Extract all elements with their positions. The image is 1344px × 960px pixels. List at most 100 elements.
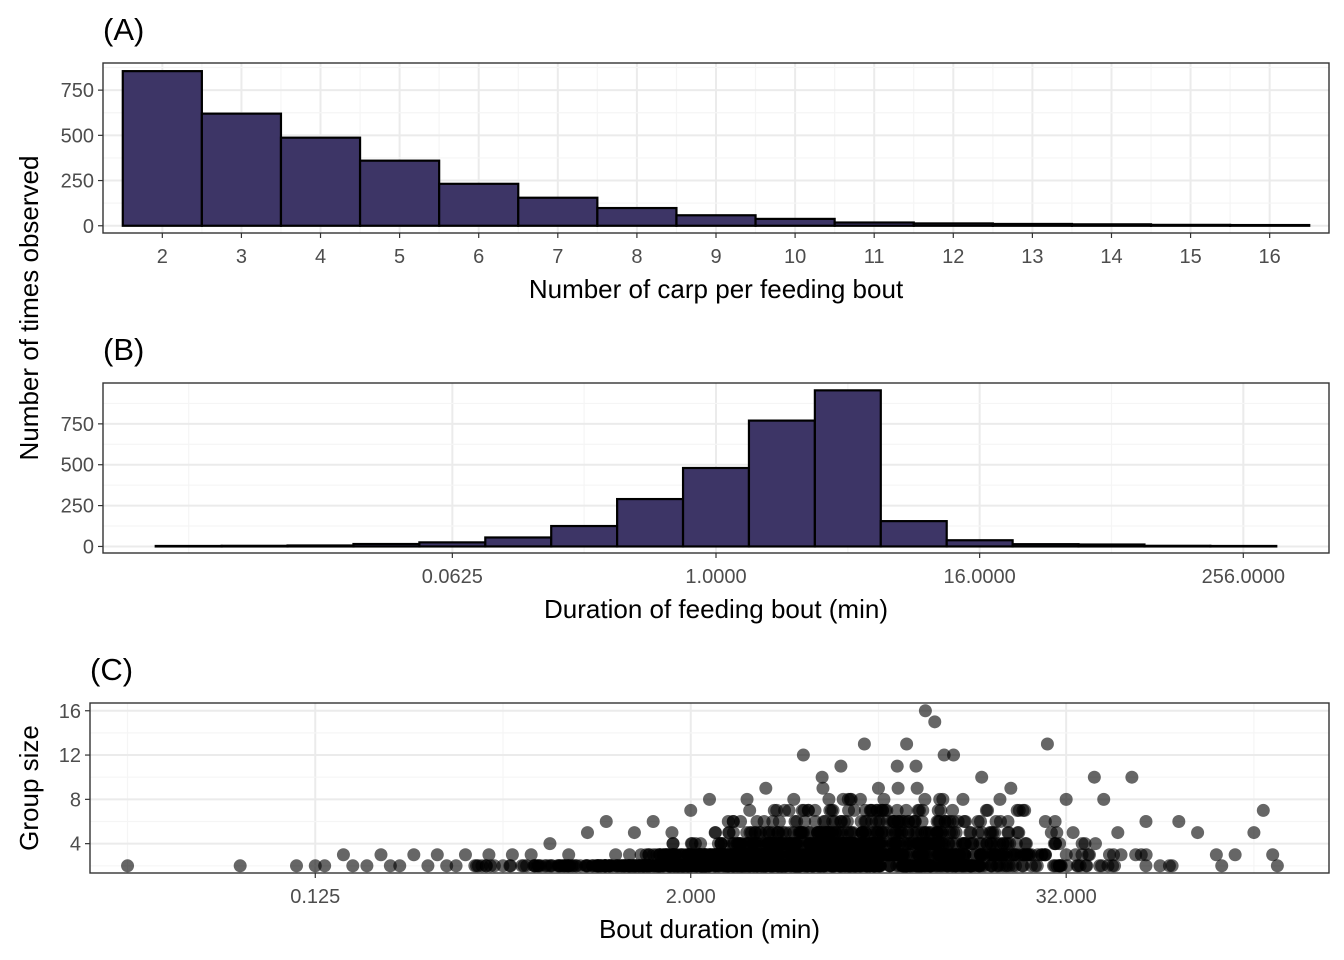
scatter-point xyxy=(825,859,839,873)
panel-background xyxy=(90,703,1329,873)
scatter-point xyxy=(1247,826,1261,840)
scatter-point xyxy=(912,848,926,862)
x-tick-label: 16.0000 xyxy=(944,566,1016,588)
bar xyxy=(1149,223,1232,227)
scatter-point xyxy=(1191,826,1205,840)
scatter-point xyxy=(946,803,960,817)
scatter-point xyxy=(759,781,773,795)
bar xyxy=(616,497,685,548)
scatter-point xyxy=(515,859,529,873)
scatter-point xyxy=(899,803,913,817)
scatter-point xyxy=(1059,848,1073,862)
scatter-point xyxy=(662,859,676,873)
scatter-point xyxy=(674,848,688,862)
scatter-point xyxy=(1040,737,1054,751)
scatter-point xyxy=(743,826,757,840)
bar xyxy=(121,70,203,227)
bar xyxy=(358,159,441,227)
scatter-point xyxy=(703,792,716,806)
scatter-point xyxy=(524,848,538,862)
scatter-point xyxy=(898,859,912,873)
scatter-point xyxy=(679,859,693,873)
bar xyxy=(1143,544,1212,548)
scatter-point xyxy=(930,848,944,862)
scatter-point xyxy=(639,848,653,862)
scatter-point xyxy=(978,859,992,873)
scatter-point xyxy=(1038,815,1052,829)
scatter-point xyxy=(1107,848,1121,862)
scatter-point xyxy=(949,859,963,873)
scatter-point xyxy=(901,826,915,840)
scatter-point xyxy=(779,859,793,873)
bar xyxy=(681,466,751,548)
scatter-point xyxy=(1108,859,1122,873)
bar xyxy=(286,544,355,548)
scatter-point xyxy=(912,803,926,817)
scatter-point xyxy=(937,748,951,762)
scatter-point xyxy=(816,859,830,873)
scatter-point xyxy=(1139,815,1153,829)
scatter-point xyxy=(440,859,454,873)
scatter-point xyxy=(866,859,880,873)
y-tick-label: 250 xyxy=(61,496,94,518)
scatter-point xyxy=(1001,826,1015,840)
x-tick-label: 3 xyxy=(236,246,247,268)
scatter-point xyxy=(393,859,407,873)
scatter-point xyxy=(666,837,680,851)
scatter-point xyxy=(938,815,952,829)
scatter-point xyxy=(496,859,510,873)
scatter-point xyxy=(909,837,923,851)
scatter-point xyxy=(308,859,322,873)
scatter-point xyxy=(1019,837,1033,851)
scatter-point xyxy=(750,837,764,851)
scatter-point xyxy=(505,848,519,862)
y-tick-label: 8 xyxy=(70,789,81,811)
scatter-point xyxy=(580,826,594,840)
scatter-point xyxy=(816,837,830,851)
scatter-point xyxy=(750,815,764,829)
scatter-point xyxy=(360,859,374,873)
panel-tag: (B) xyxy=(103,332,144,367)
scatter-point xyxy=(837,815,851,829)
scatter-point xyxy=(934,826,948,840)
scatter-point xyxy=(336,848,350,862)
y-tick-label: 0 xyxy=(83,216,94,238)
x-tick-label: 15 xyxy=(1179,246,1201,268)
bar xyxy=(484,536,553,548)
scatter-point xyxy=(879,848,893,862)
bar xyxy=(675,214,757,227)
bar xyxy=(991,222,1074,227)
scatter-point xyxy=(646,815,660,829)
x-tick-label: 8 xyxy=(631,246,642,268)
scatter-point xyxy=(719,859,733,873)
scatter-point xyxy=(721,815,735,829)
scatter-point xyxy=(665,826,679,840)
scatter-point xyxy=(942,848,956,862)
scatter-point xyxy=(713,848,727,862)
scatter-point xyxy=(383,859,397,873)
scatter-point xyxy=(346,859,360,873)
scatter-point xyxy=(590,859,604,873)
scatter-point xyxy=(890,759,904,773)
bar xyxy=(945,539,1014,548)
scatter-point xyxy=(1080,859,1094,873)
x-tick-label: 0.0625 xyxy=(422,566,483,588)
scatter-point xyxy=(941,837,955,851)
scatter-point xyxy=(458,848,472,862)
scatter-point xyxy=(1038,848,1052,862)
scatter-point xyxy=(233,859,247,873)
scatter-point xyxy=(1125,770,1139,784)
scatter-point xyxy=(795,803,809,817)
scatter-point xyxy=(1172,815,1186,829)
scatter-point xyxy=(772,826,786,840)
scatter-point xyxy=(1048,837,1062,851)
scatter-point xyxy=(788,815,802,829)
scatter-point xyxy=(653,859,667,873)
panel-b: 0 250 500 750 0.0625 1.0000 16.0000 256.0000 (B)… xyxy=(61,332,1330,624)
scatter-point xyxy=(956,837,970,851)
scatter-point xyxy=(801,848,815,862)
scatter-point xyxy=(870,803,884,817)
scatter-point xyxy=(762,837,776,851)
scatter-point xyxy=(1256,803,1270,817)
